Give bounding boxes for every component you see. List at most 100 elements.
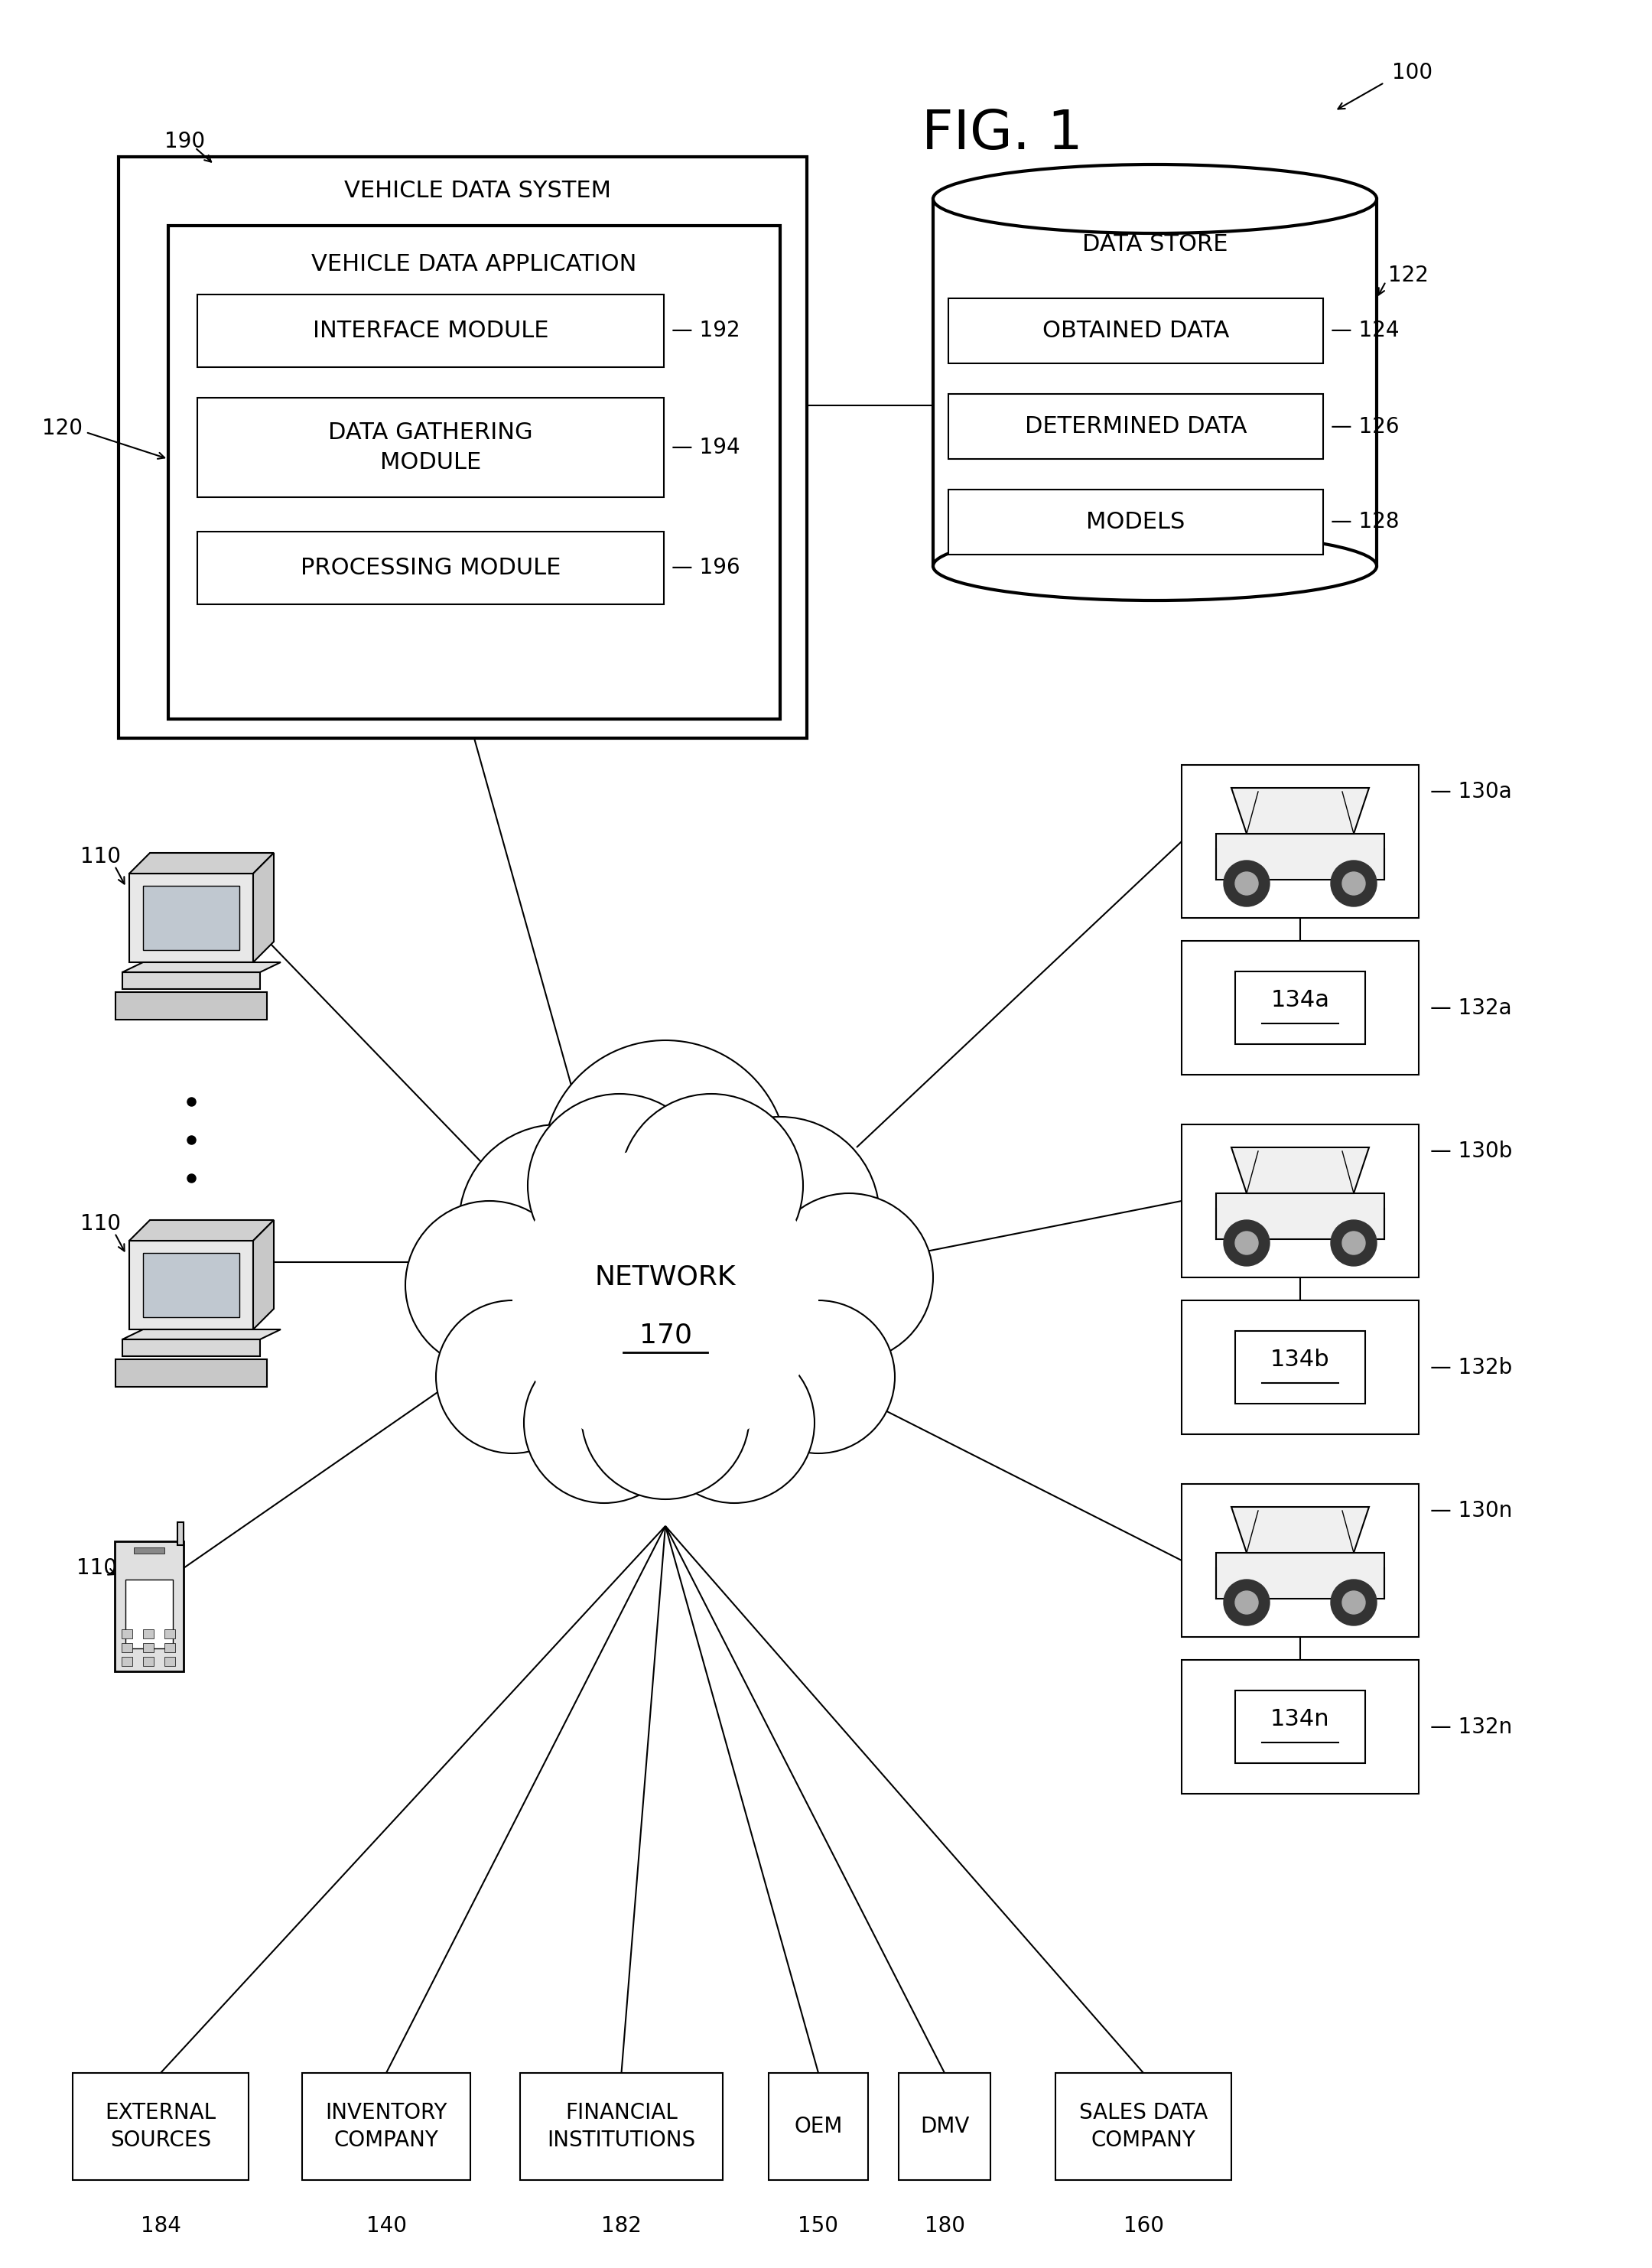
Polygon shape <box>122 1340 259 1356</box>
Bar <box>197 531 664 603</box>
Bar <box>122 1658 132 1667</box>
Polygon shape <box>116 1359 268 1386</box>
Circle shape <box>459 1125 657 1322</box>
Text: PROCESSING MODULE: PROCESSING MODULE <box>301 558 560 578</box>
Circle shape <box>405 1202 573 1370</box>
Circle shape <box>1341 1592 1365 1615</box>
Circle shape <box>1224 860 1270 907</box>
Polygon shape <box>122 962 281 973</box>
Bar <box>165 1658 175 1667</box>
Circle shape <box>742 1300 895 1454</box>
Text: — 130n: — 130n <box>1431 1499 1512 1522</box>
Circle shape <box>681 1116 879 1315</box>
Bar <box>144 1658 154 1667</box>
Bar <box>73 2073 248 2180</box>
Circle shape <box>1341 871 1365 896</box>
Polygon shape <box>129 1241 253 1329</box>
Bar <box>1181 1660 1419 1794</box>
Bar <box>302 2073 471 2180</box>
Polygon shape <box>129 853 274 873</box>
Bar <box>1216 1193 1384 1238</box>
Text: 184: 184 <box>140 2216 180 2236</box>
Text: 140: 140 <box>367 2216 406 2236</box>
Bar <box>114 1542 183 1672</box>
Text: NETWORK: NETWORK <box>595 1266 737 1290</box>
Bar <box>768 2073 867 2180</box>
Bar <box>197 397 664 497</box>
Bar <box>144 1628 154 1637</box>
Text: MODELS: MODELS <box>1087 510 1184 533</box>
Circle shape <box>524 1343 684 1504</box>
Polygon shape <box>1231 1148 1370 1193</box>
Circle shape <box>582 1331 750 1499</box>
Text: 120: 120 <box>41 417 83 440</box>
Text: 110: 110 <box>81 846 121 866</box>
Polygon shape <box>129 873 253 962</box>
Bar <box>122 1628 132 1637</box>
Text: SALES DATA
COMPANY: SALES DATA COMPANY <box>1079 2102 1208 2152</box>
Polygon shape <box>116 991 268 1021</box>
Bar <box>1181 941 1419 1075</box>
Text: 180: 180 <box>923 2216 965 2236</box>
Bar <box>134 1547 165 1554</box>
Text: — 126: — 126 <box>1332 415 1399 438</box>
Text: — 132a: — 132a <box>1431 998 1512 1018</box>
Polygon shape <box>122 973 259 989</box>
Bar <box>119 156 806 737</box>
Text: INVENTORY
COMPANY: INVENTORY COMPANY <box>325 2102 448 2152</box>
Ellipse shape <box>933 531 1376 601</box>
Text: 134n: 134n <box>1270 1708 1330 1730</box>
Circle shape <box>1236 1232 1259 1254</box>
Bar <box>948 490 1323 556</box>
Polygon shape <box>1231 787 1370 835</box>
Polygon shape <box>1231 1506 1370 1554</box>
Bar <box>520 2073 724 2180</box>
Bar <box>933 200 1376 567</box>
Circle shape <box>1332 860 1376 907</box>
Bar <box>1236 1690 1365 1762</box>
Text: EXTERNAL
SOURCES: EXTERNAL SOURCES <box>106 2102 216 2152</box>
Circle shape <box>512 1148 818 1454</box>
Circle shape <box>527 1093 712 1277</box>
Circle shape <box>620 1093 803 1277</box>
Circle shape <box>1236 871 1259 896</box>
Text: — 132b: — 132b <box>1431 1356 1512 1379</box>
Polygon shape <box>144 887 240 950</box>
Text: — 196: — 196 <box>671 558 740 578</box>
Bar <box>126 1579 173 1649</box>
Bar <box>1181 1125 1419 1277</box>
Text: VEHICLE DATA APPLICATION: VEHICLE DATA APPLICATION <box>312 252 638 274</box>
Bar <box>1181 764 1419 919</box>
Bar <box>165 1642 175 1651</box>
Bar <box>177 1522 183 1545</box>
Text: — 130a: — 130a <box>1431 780 1512 803</box>
Text: OBTAINED DATA: OBTAINED DATA <box>1042 320 1229 342</box>
Text: DETERMINED DATA: DETERMINED DATA <box>1024 415 1247 438</box>
Text: — 194: — 194 <box>671 438 740 458</box>
Bar <box>1236 971 1365 1043</box>
Text: 110: 110 <box>81 1213 121 1234</box>
Text: 110: 110 <box>76 1558 117 1579</box>
Circle shape <box>1224 1220 1270 1266</box>
Bar <box>948 299 1323 363</box>
Circle shape <box>765 1193 933 1361</box>
Circle shape <box>544 1041 788 1286</box>
Text: 160: 160 <box>1123 2216 1163 2236</box>
Polygon shape <box>122 1329 281 1340</box>
Circle shape <box>1332 1579 1376 1626</box>
Text: DMV: DMV <box>920 2116 970 2136</box>
Bar <box>165 1628 175 1637</box>
Bar <box>122 1642 132 1651</box>
Text: DATA STORE: DATA STORE <box>1082 234 1227 256</box>
Circle shape <box>489 1125 841 1476</box>
Text: 134b: 134b <box>1270 1349 1330 1370</box>
Bar <box>144 1642 154 1651</box>
Bar <box>1236 1331 1365 1404</box>
Bar <box>899 2073 991 2180</box>
Text: FIG. 1: FIG. 1 <box>922 107 1082 161</box>
Text: — 130b: — 130b <box>1431 1141 1512 1161</box>
Bar <box>197 295 664 367</box>
Circle shape <box>1224 1579 1270 1626</box>
Bar <box>948 395 1323 458</box>
Text: 182: 182 <box>601 2216 641 2236</box>
